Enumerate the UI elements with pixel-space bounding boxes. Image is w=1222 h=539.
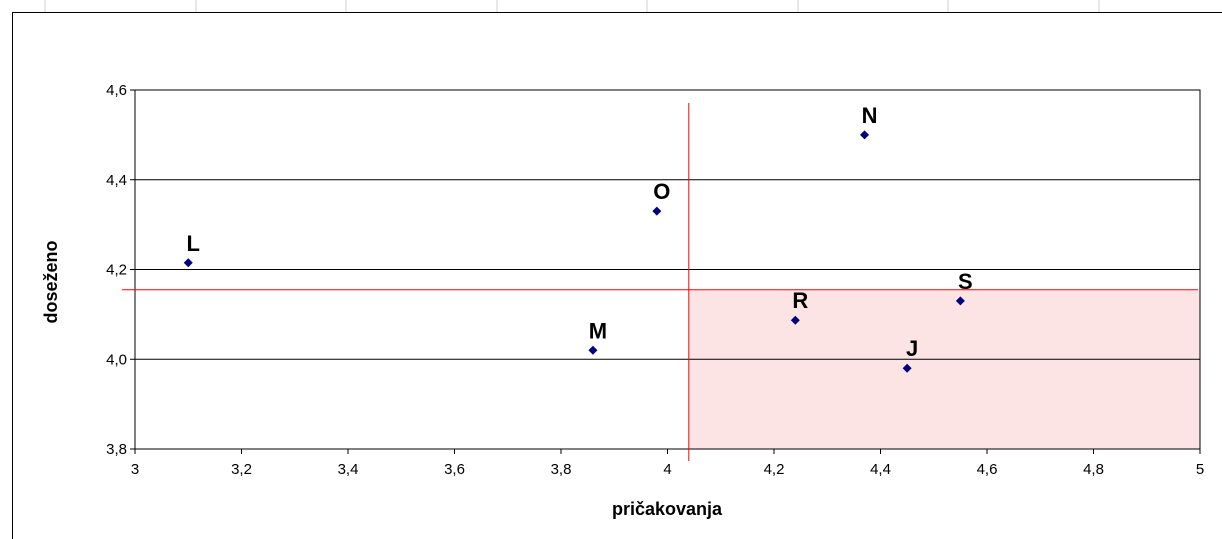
x-axis-title: pričakovanja (612, 499, 723, 519)
x-tick-label: 4,2 (764, 461, 785, 478)
data-point-marker (183, 258, 193, 268)
data-point-marker (588, 345, 598, 355)
data-point-label: O (653, 179, 670, 204)
y-tick-label: 4,0 (106, 351, 127, 368)
y-tick-label: 4,2 (106, 262, 127, 279)
y-axis-title: doseženo (41, 240, 61, 323)
chart-border (12, 12, 1222, 539)
data-point-label: L (187, 231, 200, 256)
y-tick-label: 3,8 (106, 441, 127, 458)
data-point-label: S (958, 269, 973, 294)
data-point-marker (955, 296, 965, 306)
y-tick-label: 4,4 (106, 172, 127, 189)
x-tick-label: 3,6 (444, 461, 465, 478)
x-tick-label: 4,4 (870, 461, 891, 478)
data-point-marker (790, 315, 800, 325)
highlight-quadrant (688, 289, 1200, 449)
x-tick-label: 4,8 (1083, 461, 1104, 478)
data-point-marker (652, 206, 662, 216)
data-point-label: M (589, 318, 607, 343)
y-tick-label: 4,6 (106, 82, 127, 99)
plot-area: 3,8 4,0 4,2 4,4 4,6 3 3,2 3,4 3,6 3,8 4 4,2 4,4 4,6 4,… (106, 82, 1204, 478)
data-point-label: R (792, 288, 808, 313)
x-tick-label: 3,4 (338, 461, 359, 478)
data-point-label: N (862, 103, 878, 128)
sheet-gridlines (44, 0, 1100, 12)
x-tick-label: 3 (131, 461, 139, 478)
data-point-marker (902, 363, 912, 373)
x-tick-label: 3,8 (551, 461, 572, 478)
data-point-marker (860, 130, 870, 140)
x-tick-label: 4 (663, 461, 671, 478)
x-tick-label: 3,2 (231, 461, 252, 478)
data-point-label: J (906, 336, 918, 361)
x-tick-label: 5 (1196, 461, 1204, 478)
x-tick-label: 4,6 (977, 461, 998, 478)
